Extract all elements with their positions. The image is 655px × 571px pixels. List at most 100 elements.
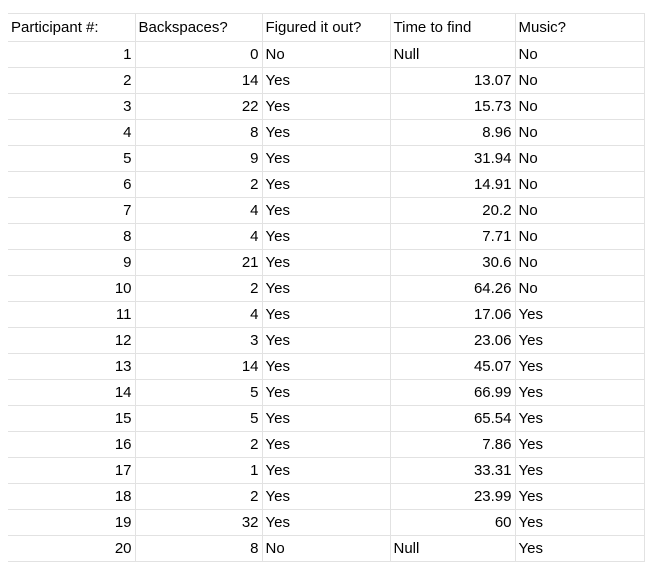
cell-figured-it-out[interactable]: Yes xyxy=(262,223,391,250)
cell-figured-it-out[interactable]: Yes xyxy=(262,327,391,354)
cell-backspaces[interactable]: 2 xyxy=(135,431,263,458)
header-cell-participant[interactable]: Participant #: xyxy=(8,13,136,42)
cell-time-to-find[interactable]: Null xyxy=(390,41,516,68)
cell-music[interactable]: No xyxy=(515,145,645,172)
cell-figured-it-out[interactable]: No xyxy=(262,535,391,562)
cell-backspaces[interactable]: 0 xyxy=(135,41,263,68)
cell-music[interactable]: No xyxy=(515,223,645,250)
header-cell-figured-it-out[interactable]: Figured it out? xyxy=(262,13,391,42)
cell-figured-it-out[interactable]: Yes xyxy=(262,431,391,458)
cell-participant[interactable]: 9 xyxy=(8,249,136,276)
cell-figured-it-out[interactable]: Yes xyxy=(262,197,391,224)
cell-music[interactable]: Yes xyxy=(515,457,645,484)
cell-participant[interactable]: 13 xyxy=(8,353,136,380)
cell-music[interactable]: Yes xyxy=(515,535,645,562)
cell-time-to-find[interactable]: 8.96 xyxy=(390,119,516,146)
cell-music[interactable]: Yes xyxy=(515,483,645,510)
cell-time-to-find[interactable]: 7.71 xyxy=(390,223,516,250)
cell-backspaces[interactable]: 8 xyxy=(135,535,263,562)
cell-backspaces[interactable]: 5 xyxy=(135,379,263,406)
cell-participant[interactable]: 16 xyxy=(8,431,136,458)
cell-participant[interactable]: 17 xyxy=(8,457,136,484)
cell-backspaces[interactable]: 2 xyxy=(135,171,263,198)
cell-time-to-find[interactable]: 23.06 xyxy=(390,327,516,354)
cell-music[interactable]: No xyxy=(515,275,645,302)
header-cell-backspaces[interactable]: Backspaces? xyxy=(135,13,263,42)
cell-music[interactable]: Yes xyxy=(515,431,645,458)
cell-backspaces[interactable]: 3 xyxy=(135,327,263,354)
cell-backspaces[interactable]: 4 xyxy=(135,301,263,328)
cell-participant[interactable]: 4 xyxy=(8,119,136,146)
cell-participant[interactable]: 11 xyxy=(8,301,136,328)
cell-backspaces[interactable]: 14 xyxy=(135,67,263,94)
cell-backspaces[interactable]: 22 xyxy=(135,93,263,120)
cell-time-to-find[interactable]: Null xyxy=(390,535,516,562)
cell-time-to-find[interactable]: 17.06 xyxy=(390,301,516,328)
cell-figured-it-out[interactable]: Yes xyxy=(262,379,391,406)
cell-music[interactable]: No xyxy=(515,197,645,224)
cell-backspaces[interactable]: 21 xyxy=(135,249,263,276)
cell-figured-it-out[interactable]: Yes xyxy=(262,249,391,276)
cell-figured-it-out[interactable]: Yes xyxy=(262,275,391,302)
cell-music[interactable]: No xyxy=(515,171,645,198)
cell-time-to-find[interactable]: 33.31 xyxy=(390,457,516,484)
cell-backspaces[interactable]: 4 xyxy=(135,223,263,250)
cell-backspaces[interactable]: 8 xyxy=(135,119,263,146)
cell-backspaces[interactable]: 1 xyxy=(135,457,263,484)
cell-figured-it-out[interactable]: Yes xyxy=(262,353,391,380)
header-cell-music[interactable]: Music? xyxy=(515,13,645,42)
cell-music[interactable]: Yes xyxy=(515,327,645,354)
cell-figured-it-out[interactable]: Yes xyxy=(262,119,391,146)
header-cell-time-to-find[interactable]: Time to find xyxy=(390,13,516,42)
cell-participant[interactable]: 1 xyxy=(8,41,136,68)
cell-music[interactable]: Yes xyxy=(515,301,645,328)
cell-backspaces[interactable]: 2 xyxy=(135,275,263,302)
cell-time-to-find[interactable]: 20.2 xyxy=(390,197,516,224)
cell-music[interactable]: Yes xyxy=(515,405,645,432)
cell-participant[interactable]: 6 xyxy=(8,171,136,198)
cell-participant[interactable]: 15 xyxy=(8,405,136,432)
cell-music[interactable]: Yes xyxy=(515,379,645,406)
cell-figured-it-out[interactable]: Yes xyxy=(262,457,391,484)
cell-time-to-find[interactable]: 45.07 xyxy=(390,353,516,380)
cell-time-to-find[interactable]: 14.91 xyxy=(390,171,516,198)
cell-backspaces[interactable]: 9 xyxy=(135,145,263,172)
cell-music[interactable]: No xyxy=(515,93,645,120)
cell-music[interactable]: No xyxy=(515,41,645,68)
cell-time-to-find[interactable]: 31.94 xyxy=(390,145,516,172)
cell-music[interactable]: No xyxy=(515,249,645,276)
cell-participant[interactable]: 8 xyxy=(8,223,136,250)
cell-participant[interactable]: 12 xyxy=(8,327,136,354)
cell-backspaces[interactable]: 14 xyxy=(135,353,263,380)
cell-backspaces[interactable]: 4 xyxy=(135,197,263,224)
cell-participant[interactable]: 14 xyxy=(8,379,136,406)
cell-participant[interactable]: 2 xyxy=(8,67,136,94)
cell-figured-it-out[interactable]: Yes xyxy=(262,145,391,172)
cell-backspaces[interactable]: 32 xyxy=(135,509,263,536)
cell-time-to-find[interactable]: 66.99 xyxy=(390,379,516,406)
cell-time-to-find[interactable]: 65.54 xyxy=(390,405,516,432)
cell-figured-it-out[interactable]: Yes xyxy=(262,405,391,432)
cell-time-to-find[interactable]: 13.07 xyxy=(390,67,516,94)
cell-figured-it-out[interactable]: Yes xyxy=(262,301,391,328)
cell-music[interactable]: No xyxy=(515,67,645,94)
cell-participant[interactable]: 19 xyxy=(8,509,136,536)
cell-figured-it-out[interactable]: Yes xyxy=(262,509,391,536)
cell-figured-it-out[interactable]: Yes xyxy=(262,483,391,510)
cell-participant[interactable]: 7 xyxy=(8,197,136,224)
cell-backspaces[interactable]: 2 xyxy=(135,483,263,510)
cell-music[interactable]: Yes xyxy=(515,509,645,536)
cell-participant[interactable]: 5 xyxy=(8,145,136,172)
cell-participant[interactable]: 3 xyxy=(8,93,136,120)
cell-music[interactable]: Yes xyxy=(515,353,645,380)
cell-figured-it-out[interactable]: No xyxy=(262,41,391,68)
cell-time-to-find[interactable]: 15.73 xyxy=(390,93,516,120)
cell-time-to-find[interactable]: 64.26 xyxy=(390,275,516,302)
cell-participant[interactable]: 20 xyxy=(8,535,136,562)
cell-figured-it-out[interactable]: Yes xyxy=(262,171,391,198)
cell-backspaces[interactable]: 5 xyxy=(135,405,263,432)
cell-music[interactable]: No xyxy=(515,119,645,146)
cell-figured-it-out[interactable]: Yes xyxy=(262,67,391,94)
cell-participant[interactable]: 18 xyxy=(8,483,136,510)
cell-time-to-find[interactable]: 30.6 xyxy=(390,249,516,276)
